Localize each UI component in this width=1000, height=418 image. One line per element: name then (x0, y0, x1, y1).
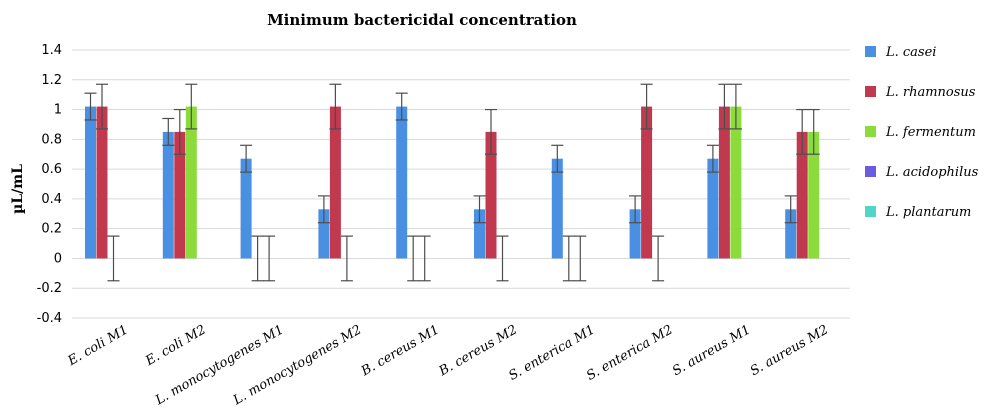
y-tick-label: -0.2 (37, 281, 62, 296)
y-axis-ticks: 1.4 1.2 1 0.8 0.6 0.4 0.2 0 -0.2 -0.4 (37, 43, 62, 326)
legend-label: L. casei (885, 45, 936, 60)
bar (396, 106, 408, 259)
x-axis-categories: E. coli M1 E. coli M2L. monocytogenes M1L… (65, 322, 832, 408)
bar (785, 209, 797, 259)
legend: L. casei L. rhamnosus L. fermentum L. acido… (865, 45, 979, 220)
legend-label: L. fermentum (885, 125, 976, 140)
bar (629, 209, 641, 259)
legend-label: L. rhamnosus (885, 85, 976, 100)
bar (730, 106, 742, 259)
bar (641, 106, 653, 259)
y-tick-label: 1.4 (41, 43, 62, 58)
bar (318, 209, 330, 259)
y-tick-label: -0.4 (37, 311, 62, 326)
x-tick-label: S. aureus M1 (670, 322, 753, 379)
x-tick-label: S. aureus M2 (748, 322, 831, 379)
y-tick-label: 0.2 (41, 222, 62, 237)
bars (85, 106, 820, 259)
gridlines (72, 49, 850, 319)
y-tick-label: 1 (54, 103, 62, 118)
legend-label: L. acidophilus (885, 165, 979, 180)
chart-title: Minimum bactericidal concentration (267, 11, 577, 29)
legend-label: L. plantarum (885, 205, 971, 220)
legend-swatch (865, 86, 876, 97)
bar (96, 106, 108, 259)
error-bars (84, 83, 820, 282)
bar (329, 106, 341, 259)
bar (185, 106, 197, 259)
y-axis-label: µL/mL (10, 164, 26, 214)
x-tick-label: L. monocytogenes M1 (152, 322, 286, 408)
legend-swatch (865, 206, 876, 217)
bar (474, 209, 485, 259)
legend-swatch (865, 166, 876, 177)
legend-swatch (865, 46, 876, 57)
x-tick-label: E. coli M1 (65, 322, 131, 369)
bar (162, 131, 174, 259)
bar (707, 158, 719, 259)
bar (174, 131, 186, 259)
x-tick-label: S. enterica M2 (584, 322, 675, 383)
bar (85, 106, 96, 259)
bar (240, 158, 252, 259)
bar (551, 158, 563, 259)
y-tick-label: 1.2 (41, 73, 62, 88)
y-tick-label: 0.8 (41, 132, 62, 147)
bar (485, 131, 497, 259)
x-tick-label: S. enterica M1 (506, 322, 597, 383)
y-tick-label: 0 (54, 251, 62, 266)
y-tick-label: 0.4 (41, 192, 62, 207)
x-tick-label: L. monocytogenes M2 (230, 322, 364, 408)
legend-swatch (865, 126, 876, 137)
x-tick-label: E. coli M2 (142, 322, 208, 369)
bar (808, 131, 820, 259)
x-tick-label: B. cereus M1 (358, 322, 442, 379)
bar (718, 106, 730, 259)
y-tick-label: 0.6 (41, 162, 62, 177)
bar (796, 131, 808, 259)
